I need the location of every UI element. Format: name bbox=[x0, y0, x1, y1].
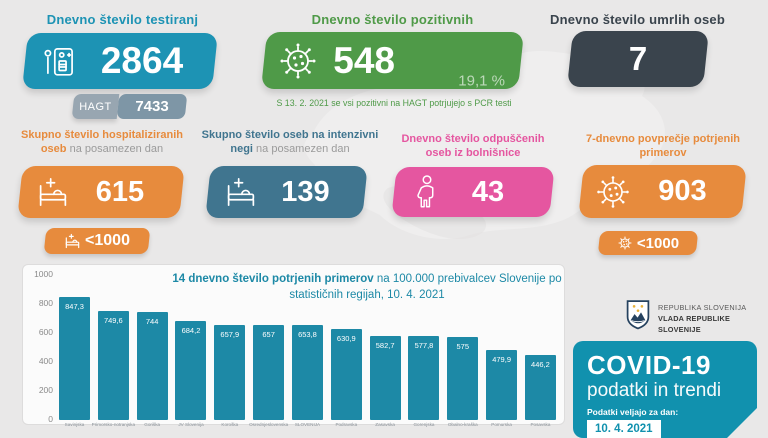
bar-category-label: Goriška bbox=[144, 422, 161, 427]
bar-value-label: 744 bbox=[145, 317, 159, 326]
positive-percent: 19,1 % bbox=[458, 72, 505, 89]
y-tick-label: 0 bbox=[48, 414, 53, 424]
bar-category-label: Koroška bbox=[221, 422, 239, 427]
bar-value-label: 575 bbox=[456, 342, 470, 351]
gov-line1: REPUBLIKA SLOVENIJA bbox=[658, 303, 747, 312]
discharged-card: 43 bbox=[394, 167, 552, 217]
bar-value-label: 657,9 bbox=[220, 330, 240, 339]
hagt-label: HAGT bbox=[79, 100, 112, 113]
virus-icon bbox=[617, 235, 633, 251]
y-tick-label: 600 bbox=[38, 327, 53, 337]
week-avg-value: 903 bbox=[658, 175, 707, 207]
government-identity: REPUBLIKA SLOVENIJA VLADA REPUBLIKE SLOV… bbox=[658, 303, 768, 336]
virus-icon bbox=[278, 41, 318, 81]
bar-Koroška: 657,9 Koroška bbox=[214, 275, 246, 427]
bar-Savinjska: 847,3 Savinjska bbox=[59, 275, 90, 427]
icu-title: Skupno število oseb na intenzivni negi n… bbox=[201, 129, 379, 155]
slovenia-coat-of-arms-icon bbox=[625, 299, 651, 331]
covid-date-label: Podatki veljajo za dan: bbox=[587, 407, 679, 417]
week-avg-card: 903 bbox=[581, 165, 744, 218]
bar-category-label: Zasavska bbox=[375, 422, 395, 427]
tests-title: Dnevno število testiranj bbox=[46, 12, 199, 27]
person-icon bbox=[414, 174, 440, 210]
y-tick-label: 1000 bbox=[34, 269, 53, 279]
hospitalized-card: 615 bbox=[20, 166, 182, 218]
bar-value-label: 684,2 bbox=[181, 326, 201, 335]
positive-value: 548 bbox=[333, 39, 396, 81]
bar-category-label: Gorenjska bbox=[413, 422, 435, 427]
regions-bar-chart: 14 dnevno število potrjenih primerov na … bbox=[22, 264, 565, 427]
hospitalized-capacity-value: <1000 bbox=[85, 232, 130, 249]
bar-value-label: 479,9 bbox=[492, 355, 511, 364]
discharged-value: 43 bbox=[471, 175, 505, 208]
deaths-title: Dnevno število umrlih oseb bbox=[550, 12, 725, 27]
bar-Obalno-kraška: 575 Obalno-kraška bbox=[447, 275, 479, 427]
bar-Goriška: 744 Goriška bbox=[136, 275, 168, 427]
bar-value-label: 630,9 bbox=[336, 334, 356, 343]
icu-value: 139 bbox=[281, 175, 330, 208]
hagt-value-segment: 7433 bbox=[118, 94, 186, 119]
virus-icon bbox=[595, 174, 631, 210]
deaths-value: 7 bbox=[628, 40, 648, 77]
bar-Zasavska: 582,7 Zasavska bbox=[369, 275, 401, 427]
bar-category-label: Primorsko-notranjska bbox=[91, 422, 136, 427]
bar-Primorsko-notranjska: 749,6 Primorsko-notranjska bbox=[92, 275, 135, 427]
discharged-title: Dnevno število odpuščenih oseb iz bolniš… bbox=[401, 133, 545, 159]
chart-title: 14 dnevno število potrjenih primerov na … bbox=[172, 273, 562, 301]
bar-category-label: JV Slovenija bbox=[178, 422, 204, 427]
bar-category-label: Podravska bbox=[335, 422, 358, 427]
bar-value-label: 446,2 bbox=[531, 360, 550, 369]
y-tick-label: 800 bbox=[38, 298, 53, 308]
y-tick-label: 200 bbox=[38, 385, 53, 395]
y-axis: 1000 800 600 400 200 0 bbox=[27, 270, 53, 424]
bar-Posavska: 446,2 Posavska bbox=[524, 275, 556, 427]
gov-line2: VLADA REPUBLIKE SLOVENIJE bbox=[658, 313, 731, 334]
covid-title: COVID-19 bbox=[587, 350, 711, 380]
hagt-pcr-note: S 13. 2. 2021 se vsi pozitivni na HAGT p… bbox=[276, 98, 512, 108]
positive-card: 548 19,1 % bbox=[264, 32, 521, 89]
bar-category-label: Obalno-kraška bbox=[447, 422, 478, 427]
week-avg-threshold-value: <1000 bbox=[636, 234, 680, 252]
bar-SLOVENIJA: 653,8 SLOVENIJA bbox=[291, 275, 323, 427]
positive-title: Dnevno število pozitivnih bbox=[311, 12, 474, 27]
week-avg-threshold-badge: <1000 bbox=[599, 231, 697, 255]
hospital-bed-icon bbox=[224, 176, 258, 208]
covid-subtitle: podatki in trendi bbox=[587, 380, 722, 401]
bar-value-label: 749,6 bbox=[103, 316, 123, 325]
covid-info-panel: COVID-19 podatki in trendi Podatki velja… bbox=[573, 341, 757, 438]
bar-Osrednjeslovenska: 657 Osrednjeslovenska bbox=[249, 275, 288, 427]
week-avg-title: 7-dnevno povprečje potrjenih primerov bbox=[585, 133, 741, 159]
y-tick-label: 400 bbox=[38, 356, 53, 366]
bar-value-label: 653,8 bbox=[298, 330, 317, 339]
bars-area: 847,3 Savinjska 749,6 Primorsko-notranjska 7… bbox=[59, 275, 556, 427]
hagt-label-segment: HAGT bbox=[73, 94, 118, 119]
bar-value-label: 582,7 bbox=[375, 341, 395, 350]
bar-Gorenjska: 577,8 Gorenjska bbox=[408, 275, 440, 427]
bar-value-label: 577,8 bbox=[414, 341, 434, 350]
hagt-badge: HAGT 7433 bbox=[73, 94, 186, 119]
hospitalized-title: Skupno število hospitaliziranih oseb na … bbox=[21, 129, 183, 155]
hospital-bed-icon bbox=[36, 176, 70, 208]
hospitalized-value: 615 bbox=[95, 175, 145, 208]
hagt-value: 7433 bbox=[135, 98, 169, 115]
tests-value: 2864 bbox=[100, 40, 184, 81]
bar-category-label: Osrednjeslovenska bbox=[249, 422, 289, 427]
icu-card: 139 bbox=[208, 166, 365, 218]
deaths-card: 7 bbox=[570, 31, 706, 87]
bar-value-label: 847,3 bbox=[65, 302, 84, 311]
hospital-bed-icon bbox=[64, 233, 81, 249]
covid-date-badge: 10. 4. 2021 bbox=[587, 420, 661, 438]
bar-JV Slovenija: 684,2 JV Slovenija bbox=[175, 275, 207, 427]
bar-category-label: Savinjska bbox=[64, 422, 85, 427]
bar-value-label: 657 bbox=[262, 330, 275, 339]
bar-category-label: SLOVENIJA bbox=[294, 422, 321, 427]
bar-Podravska: 630,9 Podravska bbox=[330, 275, 362, 427]
hospitalized-capacity-badge: <1000 bbox=[45, 228, 149, 254]
bar-category-label: Posavska bbox=[530, 422, 551, 427]
bar-Pomurska: 479,9 Pomurska bbox=[486, 275, 518, 427]
tests-card: 2864 bbox=[25, 33, 215, 89]
bar-category-label: Pomurska bbox=[491, 422, 512, 427]
test-kit-icon bbox=[41, 43, 79, 79]
